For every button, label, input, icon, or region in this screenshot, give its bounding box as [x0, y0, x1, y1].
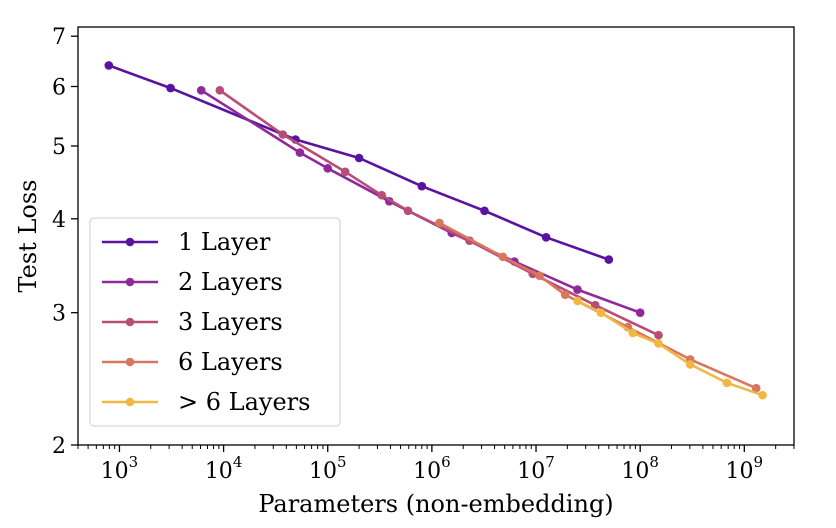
series-2	[215, 86, 663, 340]
legend-label: 1 Layer	[178, 228, 271, 256]
legend-swatch-marker	[125, 317, 135, 327]
plot-frame	[77, 26, 795, 446]
x-axis: 103 104 105 106 107 108 109	[77, 445, 795, 484]
x-tick-base: 10	[309, 459, 337, 484]
x-tick-base: 10	[413, 459, 441, 484]
x-axis-title: Parameters (non-embedding)	[258, 490, 613, 518]
x-tick-exponent: 3	[129, 453, 139, 471]
x-tick-label: 108	[621, 453, 659, 484]
data-point-2-2	[340, 167, 350, 177]
data-point-4-0	[573, 296, 582, 306]
x-tick-label: 104	[205, 453, 243, 484]
x-tick-label: 109	[726, 453, 764, 484]
data-point-4-6	[758, 390, 767, 400]
data-point-2-3	[377, 190, 387, 200]
legend-box	[89, 217, 341, 427]
legend-item-0: 1 Layer	[102, 228, 271, 256]
data-point-2-1	[278, 130, 288, 139]
legend-swatch-marker	[125, 357, 135, 367]
y-tick-label: 6	[52, 75, 66, 100]
data-point-2-4	[403, 206, 413, 216]
y-tick-label: 2	[52, 434, 66, 459]
data-point-3-0	[435, 218, 444, 228]
legend-item-3: 6 Layers	[102, 348, 283, 376]
y-tick-label: 3	[52, 302, 66, 327]
plot-area	[104, 61, 767, 400]
data-point-1-2	[323, 164, 333, 173]
x-tick-label: 106	[413, 453, 451, 484]
data-point-3-2	[535, 271, 544, 281]
x-tick-label: 105	[309, 453, 347, 484]
data-point-1-0	[196, 86, 206, 95]
data-point-4-5	[722, 378, 732, 388]
legend-swatch-marker	[125, 277, 135, 287]
legend-swatch-marker	[125, 237, 135, 247]
x-tick-label: 103	[101, 453, 139, 484]
x-tick-exponent: 8	[649, 453, 659, 471]
data-point-3-1	[498, 252, 508, 262]
y-tick-label: 4	[52, 208, 66, 233]
data-point-0-1	[166, 83, 175, 93]
data-point-3-6	[751, 383, 761, 393]
data-point-1-1	[295, 148, 305, 157]
x-tick-base: 10	[621, 459, 649, 484]
legend-item-4: > 6 Layers	[102, 388, 310, 416]
x-tick-base: 10	[726, 459, 754, 484]
x-tick-exponent: 7	[545, 453, 555, 471]
x-tick-label: 107	[517, 453, 555, 484]
data-point-4-1	[596, 308, 606, 318]
x-tick-base: 10	[205, 459, 233, 484]
data-point-3-3	[560, 290, 570, 300]
data-point-2-8	[654, 330, 663, 340]
y-tick-label: 5	[52, 135, 66, 160]
legend-label: > 6 Layers	[178, 388, 310, 416]
series-3	[435, 218, 761, 393]
data-point-0-6	[541, 233, 551, 242]
x-tick-base: 10	[101, 459, 129, 484]
series-line-0	[107, 64, 611, 261]
legend-label: 6 Layers	[178, 348, 283, 376]
x-tick-base: 10	[517, 459, 545, 484]
data-point-0-3	[354, 153, 364, 163]
data-point-2-0	[215, 86, 225, 95]
y-axis-title: Test Loss	[14, 180, 42, 293]
series-0	[104, 61, 614, 264]
legend-item-2: 3 Layers	[102, 308, 283, 336]
data-point-0-7	[604, 255, 614, 264]
legend-swatch-marker	[125, 397, 135, 407]
legend-label: 2 Layers	[178, 268, 283, 296]
legend-label: 3 Layers	[178, 308, 283, 336]
x-tick-exponent: 4	[233, 453, 243, 471]
data-point-0-5	[480, 206, 489, 216]
x-tick-exponent: 9	[754, 453, 764, 471]
y-tick-label: 7	[52, 25, 66, 50]
data-point-1-7	[635, 308, 645, 318]
data-point-4-2	[628, 328, 638, 338]
series-4	[573, 296, 767, 400]
data-point-1-6	[573, 285, 582, 294]
legend: 1 Layer 2 Layers 3 Layers 6 Layers > 6 Layer…	[89, 217, 341, 427]
data-point-4-4	[685, 360, 695, 369]
data-point-0-4	[417, 181, 427, 191]
y-axis: 2 3 4 5 6 7	[52, 25, 78, 459]
x-tick-exponent: 5	[337, 453, 347, 471]
legend-item-1: 2 Layers	[102, 268, 283, 296]
data-point-0-0	[104, 61, 114, 70]
x-tick-exponent: 6	[441, 453, 451, 471]
data-point-4-3	[654, 339, 663, 348]
